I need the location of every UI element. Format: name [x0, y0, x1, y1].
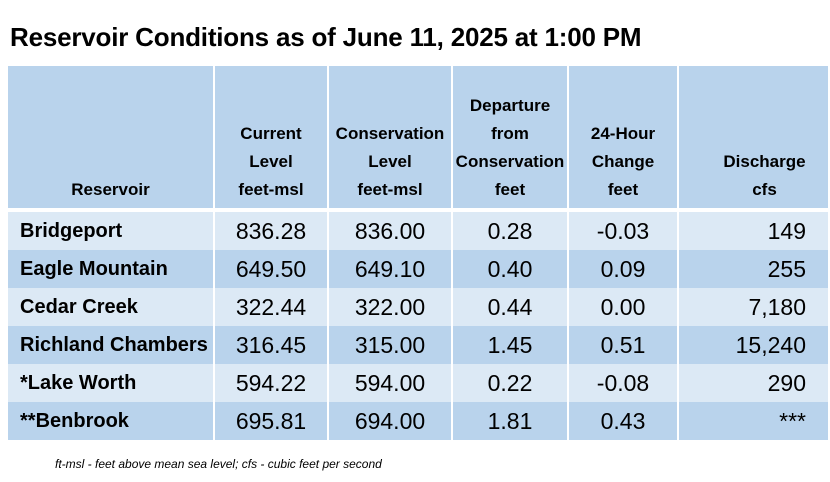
header-discharge: Discharge cfs: [677, 66, 828, 212]
discharge-cell: ***: [677, 402, 828, 440]
discharge-cell: 255: [677, 250, 828, 288]
change-cell: 0.09: [567, 250, 678, 288]
footnote: ft-msl - feet above mean sea level; cfs …: [55, 457, 382, 471]
current-level-cell: 649.50: [213, 250, 328, 288]
header-current-level: Current Level feet-msl: [213, 66, 328, 212]
header-line: Conservation: [455, 152, 565, 171]
reservoir-name: Richland Chambers: [8, 326, 214, 364]
table-row: **Benbrook 695.81 694.00 1.81 0.43 ***: [8, 402, 828, 440]
page-title: Reservoir Conditions as of June 11, 2025…: [10, 22, 642, 52]
departure-cell: 0.28: [451, 210, 568, 250]
conservation-level-cell: 594.00: [327, 364, 452, 402]
departure-cell: 0.44: [451, 288, 568, 326]
header-line: feet: [494, 180, 526, 199]
header-line: Level: [368, 152, 412, 171]
current-level-cell: 322.44: [213, 288, 328, 326]
change-cell: 0.00: [567, 288, 678, 326]
current-level-cell: 316.45: [213, 326, 328, 364]
change-cell: 0.51: [567, 326, 678, 364]
conservation-level-cell: 315.00: [327, 326, 452, 364]
header-line: Departure: [469, 96, 551, 115]
departure-cell: 0.40: [451, 250, 568, 288]
header-line: Conservation: [335, 124, 445, 143]
header-line: Change: [591, 152, 655, 171]
table-row: Eagle Mountain 649.50 649.10 0.40 0.09 2…: [8, 250, 828, 288]
header-line: Current: [240, 124, 302, 143]
header-line: 24-Hour: [590, 124, 656, 143]
reservoir-table: Reservoir Current Level feet-msl Conserv…: [8, 66, 828, 440]
header-reservoir: Reservoir: [8, 66, 214, 212]
discharge-cell: 149: [677, 210, 828, 250]
header-24-hour-change: 24-Hour Change feet: [567, 66, 678, 212]
reservoir-name: Cedar Creek: [8, 288, 214, 326]
header-line: Discharge: [723, 152, 806, 171]
header-line: feet-msl: [238, 180, 304, 199]
conservation-level-cell: 649.10: [327, 250, 452, 288]
discharge-cell: 15,240: [677, 326, 828, 364]
reservoir-name: Bridgeport: [8, 210, 214, 250]
change-cell: 0.43: [567, 402, 678, 440]
departure-cell: 1.81: [451, 402, 568, 440]
change-cell: -0.03: [567, 210, 678, 250]
header-line: Level: [249, 152, 293, 171]
departure-cell: 0.22: [451, 364, 568, 402]
discharge-cell: 7,180: [677, 288, 828, 326]
table-row: Richland Chambers 316.45 315.00 1.45 0.5…: [8, 326, 828, 364]
header-row: Reservoir Current Level feet-msl Conserv…: [8, 66, 828, 212]
table-row: Bridgeport 836.28 836.00 0.28 -0.03 149: [8, 210, 828, 250]
reservoir-name: *Lake Worth: [8, 364, 214, 402]
header-line: cfs: [752, 180, 777, 199]
header-departure: Departure from Conservation feet: [451, 66, 568, 212]
header-line: feet-msl: [357, 180, 423, 199]
discharge-cell: 290: [677, 364, 828, 402]
table-row: Cedar Creek 322.44 322.00 0.44 0.00 7,18…: [8, 288, 828, 326]
table-row: *Lake Worth 594.22 594.00 0.22 -0.08 290: [8, 364, 828, 402]
header-conservation-level: Conservation Level feet-msl: [327, 66, 452, 212]
conservation-level-cell: 836.00: [327, 210, 452, 250]
departure-cell: 1.45: [451, 326, 568, 364]
current-level-cell: 695.81: [213, 402, 328, 440]
change-cell: -0.08: [567, 364, 678, 402]
header-line: Reservoir: [71, 180, 150, 199]
conservation-level-cell: 322.00: [327, 288, 452, 326]
reservoir-name: Eagle Mountain: [8, 250, 214, 288]
header-line: from: [491, 124, 529, 143]
current-level-cell: 594.22: [213, 364, 328, 402]
current-level-cell: 836.28: [213, 210, 328, 250]
reservoir-name: **Benbrook: [8, 402, 214, 440]
header-line: feet: [607, 180, 639, 199]
conservation-level-cell: 694.00: [327, 402, 452, 440]
